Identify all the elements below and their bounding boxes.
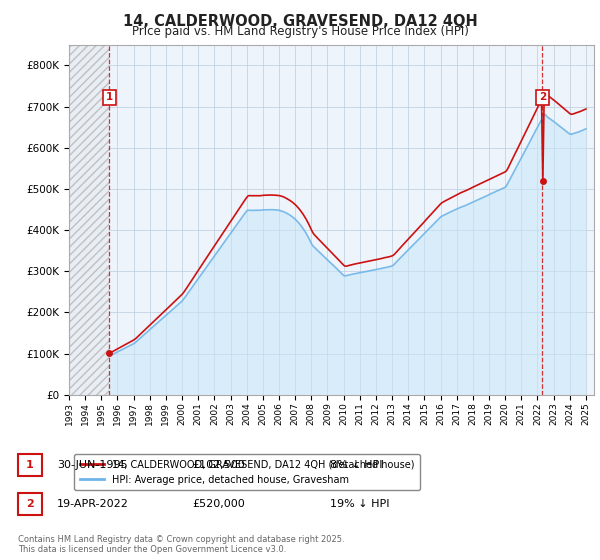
Text: Price paid vs. HM Land Registry's House Price Index (HPI): Price paid vs. HM Land Registry's House … (131, 25, 469, 38)
Text: 14, CALDERWOOD, GRAVESEND, DA12 4QH: 14, CALDERWOOD, GRAVESEND, DA12 4QH (122, 14, 478, 29)
Text: 19-APR-2022: 19-APR-2022 (57, 499, 129, 509)
Text: 1: 1 (26, 460, 34, 470)
Legend: 14, CALDERWOOD, GRAVESEND, DA12 4QH (detached house), HPI: Average price, detach: 14, CALDERWOOD, GRAVESEND, DA12 4QH (det… (74, 454, 420, 491)
Text: Contains HM Land Registry data © Crown copyright and database right 2025.
This d: Contains HM Land Registry data © Crown c… (18, 535, 344, 554)
Text: 2: 2 (26, 499, 34, 509)
Text: £520,000: £520,000 (192, 499, 245, 509)
Polygon shape (69, 45, 109, 395)
Text: 19% ↓ HPI: 19% ↓ HPI (330, 499, 389, 509)
Text: £102,500: £102,500 (192, 460, 245, 470)
Text: 2: 2 (539, 92, 546, 102)
Text: 30-JUN-1995: 30-JUN-1995 (57, 460, 128, 470)
Text: 8% ↓ HPI: 8% ↓ HPI (330, 460, 383, 470)
Text: 1: 1 (106, 92, 113, 102)
